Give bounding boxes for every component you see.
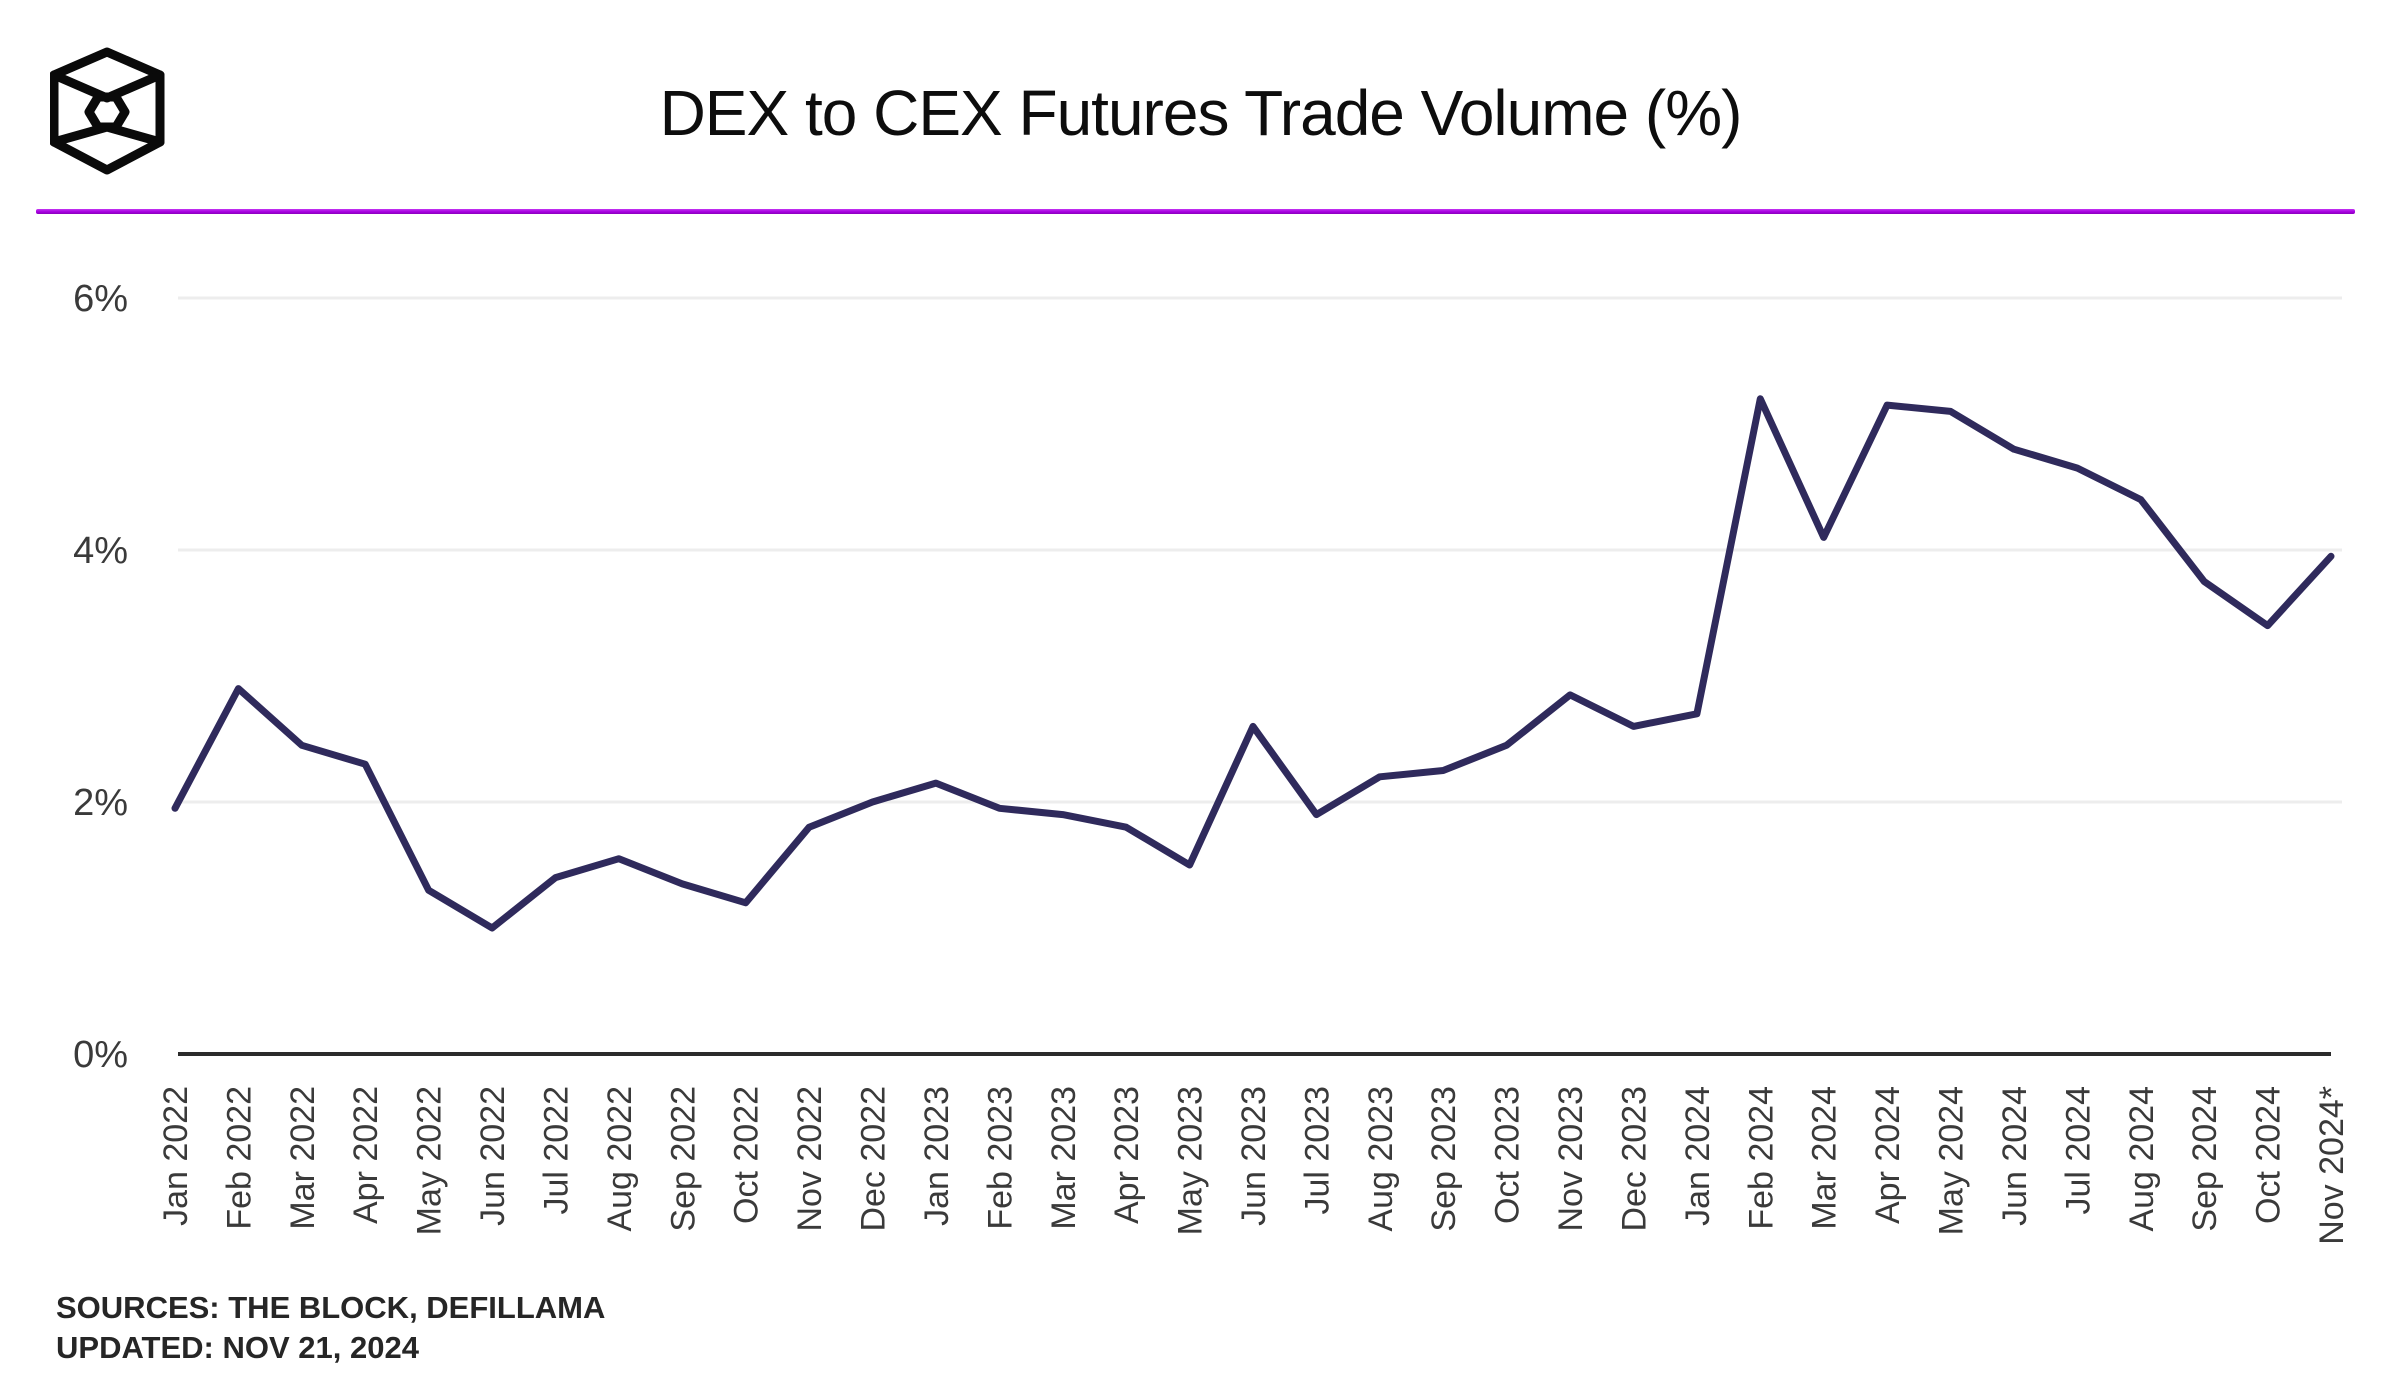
- sources-line: SOURCES: THE BLOCK, DEFILLAMA: [56, 1290, 606, 1325]
- x-axis-tick-label: Jul 2022: [537, 1086, 575, 1215]
- x-axis-tick-label: Jun 2023: [1235, 1086, 1273, 1226]
- x-axis-tick-label: Dec 2023: [1615, 1086, 1653, 1232]
- y-axis-tick-label: 4%: [73, 530, 128, 572]
- x-axis-tick-label: Jun 2022: [474, 1086, 512, 1226]
- x-axis-tick-label: Nov 2024*: [2313, 1086, 2351, 1245]
- x-axis-tick-label: May 2022: [411, 1086, 449, 1235]
- x-axis-tick-label: Jan 2022: [157, 1086, 195, 1226]
- x-axis-tick-label: May 2023: [1172, 1086, 1210, 1235]
- x-axis-tick-label: Sep 2022: [664, 1086, 702, 1232]
- y-axis-tick-label: 0%: [73, 1034, 128, 1076]
- y-axis-tick-label: 6%: [73, 278, 128, 320]
- chart-title: DEX to CEX Futures Trade Volume (%): [659, 77, 1743, 149]
- x-axis-tick-label: Aug 2024: [2123, 1086, 2161, 1232]
- x-axis-tick-label: Nov 2023: [1552, 1086, 1590, 1232]
- x-axis-tick-label: Mar 2023: [1045, 1086, 1083, 1230]
- x-axis-tick-label: Dec 2022: [855, 1086, 893, 1232]
- the-block-logo-icon: [50, 47, 165, 175]
- source-note: SOURCES: THE BLOCK, DEFILLAMA UPDATED: N…: [56, 1288, 605, 1369]
- trade-volume-line-series: [171, 395, 2335, 932]
- x-axis-tick-label: May 2024: [1933, 1086, 1971, 1235]
- x-axis-tick-label: Sep 2024: [2186, 1086, 2224, 1232]
- x-axis-tick-label: Mar 2022: [284, 1086, 322, 1230]
- x-axis-tick-label: Sep 2023: [1425, 1086, 1463, 1232]
- x-axis-tick-label: Jun 2024: [1996, 1086, 2034, 1226]
- x-axis-tick-label: Feb 2023: [981, 1086, 1019, 1230]
- x-axis-tick-label: Aug 2022: [601, 1086, 639, 1232]
- x-axis-tick-label: Oct 2024: [2250, 1086, 2288, 1224]
- x-axis-tick-label: Jan 2023: [918, 1086, 956, 1226]
- x-axis-tick-label: Nov 2022: [791, 1086, 829, 1232]
- y-axis-tick-label: 2%: [73, 782, 128, 824]
- x-axis-tick-label: Apr 2022: [347, 1086, 385, 1224]
- x-axis-tick-label: Jul 2023: [1298, 1086, 1336, 1215]
- x-axis-tick-label: Apr 2023: [1108, 1086, 1146, 1224]
- accent-divider: [36, 209, 2355, 214]
- x-axis-tick-label: Jul 2024: [2059, 1086, 2097, 1215]
- x-axis-tick-label: Oct 2023: [1489, 1086, 1527, 1224]
- updated-line: UPDATED: NOV 21, 2024: [56, 1330, 419, 1366]
- x-axis-tick-label: Mar 2024: [1806, 1086, 1844, 1230]
- x-axis-tick-label: Aug 2023: [1362, 1086, 1400, 1232]
- x-axis-tick-label: Feb 2024: [1742, 1086, 1780, 1230]
- x-axis-tick-label: Oct 2022: [728, 1086, 766, 1224]
- x-axis-tick-label: Feb 2022: [220, 1086, 258, 1230]
- x-axis-tick-label: Apr 2024: [1869, 1086, 1907, 1224]
- x-axis-tick-label: Jan 2024: [1679, 1086, 1717, 1226]
